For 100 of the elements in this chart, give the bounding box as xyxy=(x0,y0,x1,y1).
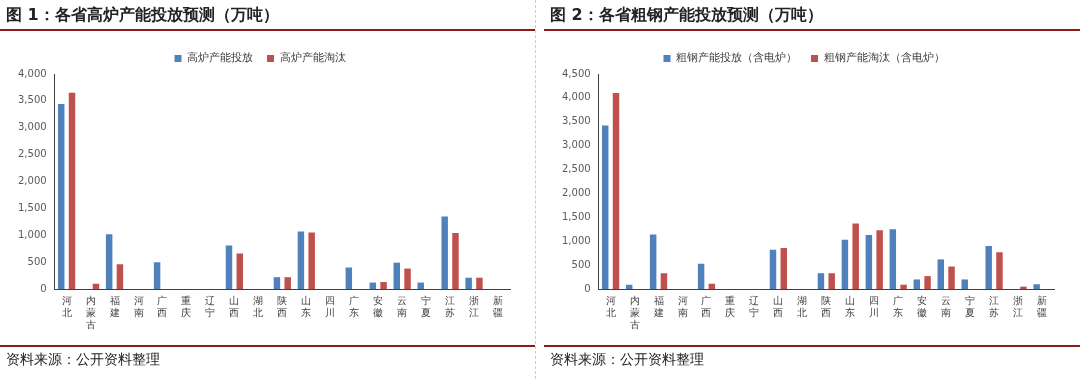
bar xyxy=(601,125,609,289)
y-tick-label: 0 xyxy=(584,282,591,294)
x-tick-label: 新疆 xyxy=(1037,294,1048,318)
bar xyxy=(937,259,944,289)
bar xyxy=(441,216,448,289)
bar xyxy=(841,239,849,289)
bar xyxy=(308,232,315,289)
bar xyxy=(649,234,657,289)
bar xyxy=(68,92,76,289)
legend-label: 粗钢产能投放（含电炉） xyxy=(676,51,797,65)
y-tick-label: 2,000 xyxy=(17,175,47,187)
bar xyxy=(1020,286,1027,289)
text: 资料来源：公开资料整理 xyxy=(550,351,705,369)
x-tick-label: 河北 xyxy=(61,294,72,318)
bar xyxy=(393,262,400,289)
x-tick-label: 湖北 xyxy=(797,294,808,318)
bar xyxy=(828,273,835,289)
x-tick-label: 辽宁 xyxy=(749,294,760,318)
x-tick-label: 辽宁 xyxy=(205,294,216,318)
bar xyxy=(345,267,353,289)
x-tick-label: 山西 xyxy=(229,294,240,318)
bar xyxy=(284,277,291,289)
chart-title: 图 1：各省高炉产能投放预测（万吨） xyxy=(0,0,535,31)
bar xyxy=(817,273,825,289)
y-tick-label: 1,500 xyxy=(17,201,47,213)
bar xyxy=(105,234,113,289)
x-tick-label: 宁夏 xyxy=(965,294,976,318)
y-tick-label: 3,000 xyxy=(561,139,591,151)
bar xyxy=(769,249,777,289)
x-tick-label: 浙江 xyxy=(469,294,480,318)
y-tick-label: 4,500 xyxy=(561,67,591,79)
bar xyxy=(1033,284,1040,289)
x-tick-label: 安徽 xyxy=(373,294,384,318)
x-tick-label: 河南 xyxy=(677,294,688,318)
x-tick-label: 云南 xyxy=(941,294,952,318)
x-tick-label: 广西 xyxy=(157,294,168,318)
y-tick-label: 3,000 xyxy=(17,121,47,133)
x-tick-label: 广东 xyxy=(349,294,360,318)
x-tick-label: 江苏 xyxy=(445,294,456,318)
bar xyxy=(660,273,668,289)
bar xyxy=(985,246,992,289)
bar xyxy=(57,104,65,289)
bar xyxy=(297,231,305,289)
bar xyxy=(476,277,483,289)
y-tick-label: 500 xyxy=(27,255,47,267)
y-tick-label: 2,500 xyxy=(17,148,47,160)
y-tick-label: 2,000 xyxy=(561,187,591,199)
x-tick-label: 新疆 xyxy=(493,294,504,318)
x-tick-label: 四川 xyxy=(325,294,336,318)
bar xyxy=(948,266,955,289)
bar xyxy=(780,247,788,289)
text: 资料来源：公开资料整理 xyxy=(6,351,161,369)
x-tick-label: 安徽 xyxy=(917,294,928,318)
legend-label: 高炉产能投放 xyxy=(187,51,253,65)
x-tick-label: 广东 xyxy=(893,294,904,318)
x-tick-label: 内蒙古 xyxy=(629,294,640,330)
bar xyxy=(889,229,897,289)
bar xyxy=(236,253,244,289)
y-tick-label: 3,500 xyxy=(17,94,47,106)
y-tick-label: 1,000 xyxy=(561,234,591,246)
bar xyxy=(404,268,411,289)
bar xyxy=(380,282,387,289)
x-tick-label: 江苏 xyxy=(989,294,1000,318)
y-tick-label: 2,500 xyxy=(561,163,591,175)
bar xyxy=(996,252,1003,289)
x-tick-label: 陕西 xyxy=(277,294,288,318)
x-tick-label: 山东 xyxy=(845,294,856,318)
bar xyxy=(417,282,424,289)
x-tick-label: 重庆 xyxy=(181,294,192,318)
bar xyxy=(116,264,124,289)
x-tick-label: 河北 xyxy=(605,294,616,318)
x-tick-label: 内蒙古 xyxy=(85,294,96,330)
y-tick-label: 1,000 xyxy=(17,228,47,240)
bar xyxy=(961,279,968,289)
x-tick-label: 湖北 xyxy=(253,294,264,318)
y-tick-label: 0 xyxy=(40,282,47,294)
x-tick-label: 福建 xyxy=(652,294,664,318)
x-tick-label: 四川 xyxy=(869,294,880,318)
bar xyxy=(900,284,907,289)
bar xyxy=(697,263,705,289)
y-tick-label: 500 xyxy=(571,258,591,270)
x-tick-label: 山东 xyxy=(301,294,312,318)
bar xyxy=(452,233,459,289)
x-tick-label: 重庆 xyxy=(725,294,736,318)
x-tick-label: 河南 xyxy=(133,294,144,318)
bar xyxy=(273,277,281,289)
y-tick-label: 3,500 xyxy=(561,115,591,127)
bar xyxy=(865,235,873,289)
y-tick-label: 4,000 xyxy=(17,67,47,79)
legend-label: 粗钢产能淘汰（含电炉） xyxy=(823,51,945,65)
bar xyxy=(612,93,620,289)
bar xyxy=(465,277,472,289)
x-tick-label: 陕西 xyxy=(821,294,832,318)
x-tick-label: 福建 xyxy=(108,294,120,318)
bar xyxy=(153,262,161,289)
y-tick-label: 4,000 xyxy=(561,91,591,103)
bar xyxy=(913,279,921,289)
legend-label: 高炉产能淘汰 xyxy=(279,51,346,65)
x-tick-label: 浙江 xyxy=(1013,294,1024,318)
y-tick-label: 1,500 xyxy=(561,210,591,222)
